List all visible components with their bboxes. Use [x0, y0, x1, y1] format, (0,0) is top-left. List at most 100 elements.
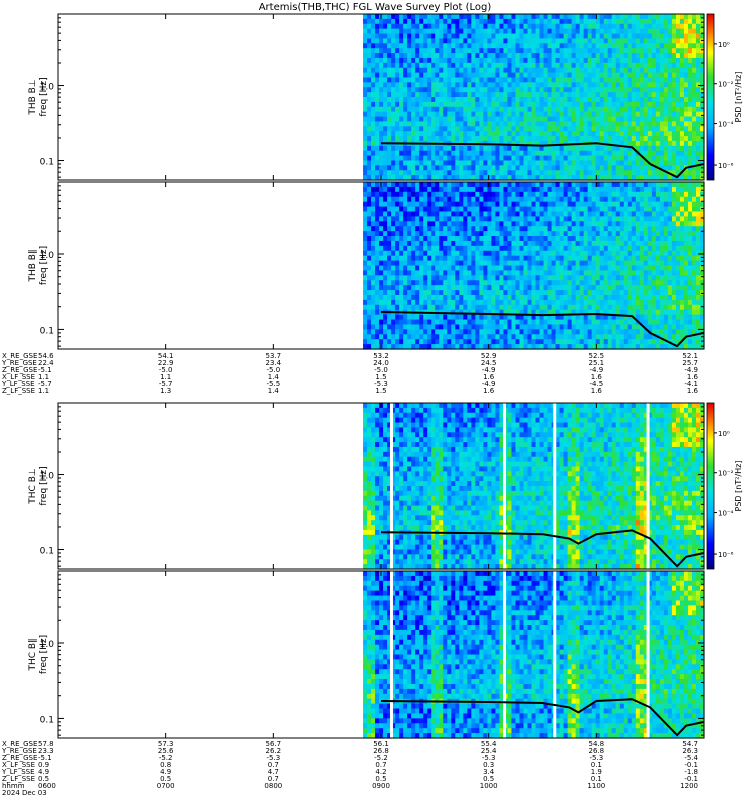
spectrogram-cell	[660, 63, 665, 68]
spectrogram-cell	[608, 87, 613, 92]
spectrogram-cell	[592, 38, 597, 43]
spectrogram-cell	[459, 160, 464, 165]
spectrogram-cell	[411, 53, 416, 58]
spectrogram-cell	[507, 102, 512, 107]
spectrogram-cell	[532, 151, 537, 156]
spectrogram-cell	[427, 24, 432, 29]
spectrogram-cell	[427, 226, 432, 232]
spectrogram-cell	[403, 34, 408, 39]
spectrogram-cell	[387, 77, 392, 82]
spectrogram-cell	[616, 151, 621, 156]
spectrogram-cell	[652, 131, 657, 136]
spectrogram-cell	[459, 192, 464, 198]
spectrogram-cell	[568, 77, 573, 82]
spectrogram-cell	[463, 53, 468, 58]
spectrogram-cell	[696, 97, 701, 102]
spectrogram-cell	[475, 305, 480, 311]
spectrogram-cell	[580, 58, 585, 63]
spectrogram-cell	[511, 300, 516, 306]
spectrogram-cell	[564, 320, 569, 326]
spectrogram-cell	[363, 207, 368, 213]
spectrogram-cell	[475, 231, 480, 237]
spectrogram-cell	[363, 170, 368, 175]
spectrogram-cell	[696, 38, 701, 43]
spectrogram-cell	[564, 339, 569, 345]
spectrogram-cell	[544, 226, 549, 232]
spectrogram-cell	[439, 266, 444, 272]
spectrogram-cell	[443, 300, 448, 306]
spectrogram-cell	[636, 92, 641, 97]
spectrogram-cell	[544, 156, 549, 161]
spectrogram-cell	[644, 82, 649, 87]
spectrogram-cell	[676, 63, 681, 68]
spectrogram-cell	[540, 246, 545, 252]
spectrogram-cell	[383, 136, 388, 141]
spectrogram-cell	[483, 14, 488, 19]
spectrogram-cell	[403, 82, 408, 87]
spectrogram-cell	[676, 24, 681, 29]
spectrogram-cell	[648, 121, 653, 126]
spectrogram-cell	[483, 280, 488, 286]
spectrogram-cell	[624, 156, 629, 161]
spectrogram-cell	[487, 270, 492, 276]
spectrogram-cell	[588, 77, 593, 82]
spectrogram-cell	[475, 24, 480, 29]
spectrogram-cell	[379, 117, 384, 122]
spectrogram-cell	[407, 295, 412, 301]
spectrogram-cell	[483, 48, 488, 53]
spectrogram-cell	[544, 160, 549, 165]
spectrogram-cell	[431, 170, 436, 175]
spectrogram-cell	[552, 216, 557, 222]
spectrogram-cell	[536, 121, 541, 126]
spectrogram-cell	[580, 92, 585, 97]
spectrogram-cell	[676, 14, 681, 19]
spectrogram-cell	[431, 236, 436, 242]
spectrogram-cell	[431, 160, 436, 165]
spectrogram-cell	[391, 29, 396, 34]
spectrogram-cell	[387, 136, 392, 141]
spectrogram-cell	[475, 211, 480, 217]
spectrogram-cell	[564, 29, 569, 34]
spectrogram-cell	[544, 107, 549, 112]
spectrogram-cell	[371, 136, 376, 141]
spectrogram-cell	[463, 290, 468, 296]
spectrogram-cell	[656, 58, 661, 63]
spectrogram-cell	[383, 63, 388, 68]
spectrogram-cell	[576, 197, 581, 203]
spectrogram-cell	[572, 207, 577, 213]
spectrogram-cell	[467, 146, 472, 151]
spectrogram-cell	[616, 82, 621, 87]
spectrogram-cell	[487, 241, 492, 247]
spectrogram-cell	[644, 29, 649, 34]
spectrogram-cell	[487, 121, 492, 126]
spectrogram-cell	[371, 334, 376, 340]
spectrogram-cell	[519, 324, 524, 330]
spectrogram-cell	[632, 87, 637, 92]
spectrogram-cell	[636, 170, 641, 175]
spectrogram-cell	[676, 87, 681, 92]
spectrogram-cell	[391, 146, 396, 151]
spectrogram-cell	[487, 324, 492, 330]
spectrogram-cell	[483, 107, 488, 112]
spectrogram-cell	[391, 151, 396, 156]
spectrogram-cell	[459, 226, 464, 232]
spectrogram-cell	[515, 182, 520, 188]
spectrogram-cell	[696, 19, 701, 24]
spectrogram-cell	[528, 270, 533, 276]
spectrogram-cell	[451, 48, 456, 53]
spectrogram-cell	[415, 97, 420, 102]
spectrogram-cell	[524, 165, 529, 170]
spectrogram-cell	[632, 19, 637, 24]
spectrogram-cell	[499, 324, 504, 330]
spectrogram-cell	[564, 43, 569, 48]
spectrogram-cell	[399, 58, 404, 63]
spectrogram-cell	[600, 126, 605, 131]
spectrogram-cell	[524, 58, 529, 63]
spectrogram-cell	[556, 63, 561, 68]
spectrogram-cell	[367, 266, 372, 272]
spectrogram-cell	[371, 339, 376, 345]
spectrogram-cell	[387, 97, 392, 102]
spectrogram-cell	[528, 320, 533, 326]
spectrogram-cell	[383, 24, 388, 29]
spectrogram-cell	[511, 63, 516, 68]
